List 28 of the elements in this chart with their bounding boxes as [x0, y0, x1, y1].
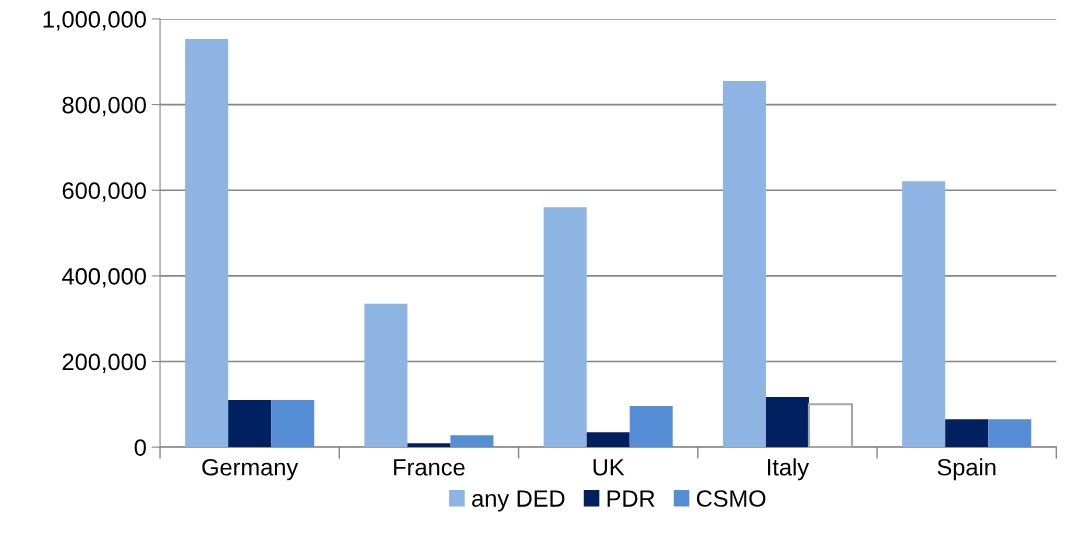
bar [228, 400, 272, 448]
y-tick-label: 400,000 [62, 267, 146, 288]
y-tick-label: 600,000 [62, 182, 146, 202]
bar [945, 419, 989, 448]
bar [271, 400, 315, 448]
bar [902, 181, 946, 448]
bar [364, 303, 408, 448]
bar [407, 443, 451, 448]
bar [543, 207, 587, 448]
bar [988, 419, 1032, 448]
x-tick-label: Germany [202, 458, 299, 481]
bar [765, 397, 809, 448]
bar [185, 39, 229, 448]
y-tick-label: 1,000,000 [43, 11, 146, 31]
legend-label: PDR [607, 490, 655, 507]
bar [450, 435, 494, 448]
y-tick-label: 200,000 [62, 353, 146, 374]
x-tick-label: UK [593, 459, 625, 476]
legend-label: any DED [472, 490, 565, 512]
y-tick-label: 800,000 [62, 96, 146, 117]
bar [629, 406, 673, 448]
bar [586, 432, 630, 448]
x-tick-label: Italy [767, 458, 810, 481]
legend-label: CSMO [696, 490, 766, 507]
x-tick-label: France [394, 459, 465, 476]
y-tick-label: 0 [134, 439, 146, 456]
bar [722, 81, 766, 448]
x-tick-label: Spain [937, 458, 996, 481]
